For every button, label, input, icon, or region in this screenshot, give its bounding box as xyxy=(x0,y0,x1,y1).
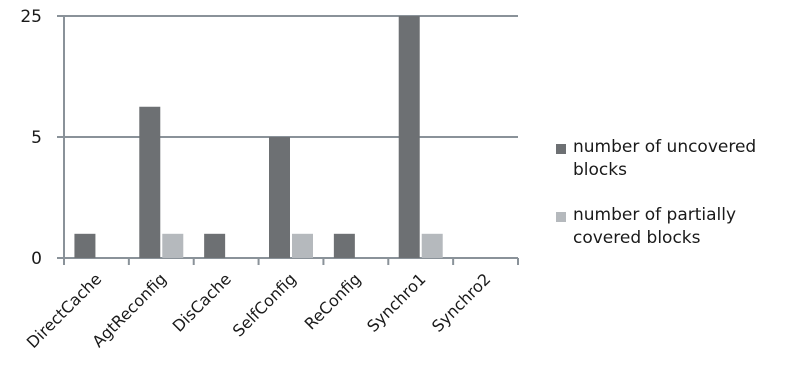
bar-Synchro1-partially-covered xyxy=(421,233,443,258)
y-tick-labels: 0 5 25 xyxy=(20,7,42,269)
legend-swatch-partially-covered xyxy=(556,212,566,222)
legend-swatch-uncovered xyxy=(556,144,566,154)
x-tick-label-DisCache: DisCache xyxy=(169,269,235,335)
y-tick-label-25: 25 xyxy=(20,7,42,27)
legend-label-uncovered: number of uncovered blocks xyxy=(573,137,757,180)
bar-AgtReconfig-partially-covered xyxy=(162,233,184,258)
bar-SelfConfig-partially-covered xyxy=(292,233,313,258)
bars xyxy=(74,16,443,258)
x-tick-label-SelfConfig: SelfConfig xyxy=(229,269,300,340)
bar-Synchro1-uncovered xyxy=(398,16,420,258)
x-tick-label-Synchro1: Synchro1 xyxy=(363,269,429,335)
gridlines xyxy=(64,15,518,138)
bar-ReConfig-uncovered xyxy=(333,233,355,258)
legend-item-uncovered: number of uncovered blocks xyxy=(556,136,786,182)
legend-label-partially-covered: number of partially covered blocks xyxy=(573,205,737,248)
x-tick-labels: DirectCacheAgtReconfigDisCacheSelfConfig… xyxy=(23,269,495,351)
bar-AgtReconfig-uncovered xyxy=(139,106,161,258)
x-tick-label-Synchro2: Synchro2 xyxy=(428,269,494,335)
bar-SelfConfig-uncovered xyxy=(269,137,290,258)
legend-item-partially-covered: number of partially covered blocks xyxy=(556,204,786,250)
legend: number of uncovered blocks number of par… xyxy=(556,136,786,272)
x-tick-label-ReConfig: ReConfig xyxy=(301,269,365,333)
y-tick-label-0: 0 xyxy=(31,249,42,269)
bar-DisCache-uncovered xyxy=(204,233,226,258)
bar-DirectCache-uncovered xyxy=(74,233,96,258)
y-tick-label-5: 5 xyxy=(31,128,42,148)
